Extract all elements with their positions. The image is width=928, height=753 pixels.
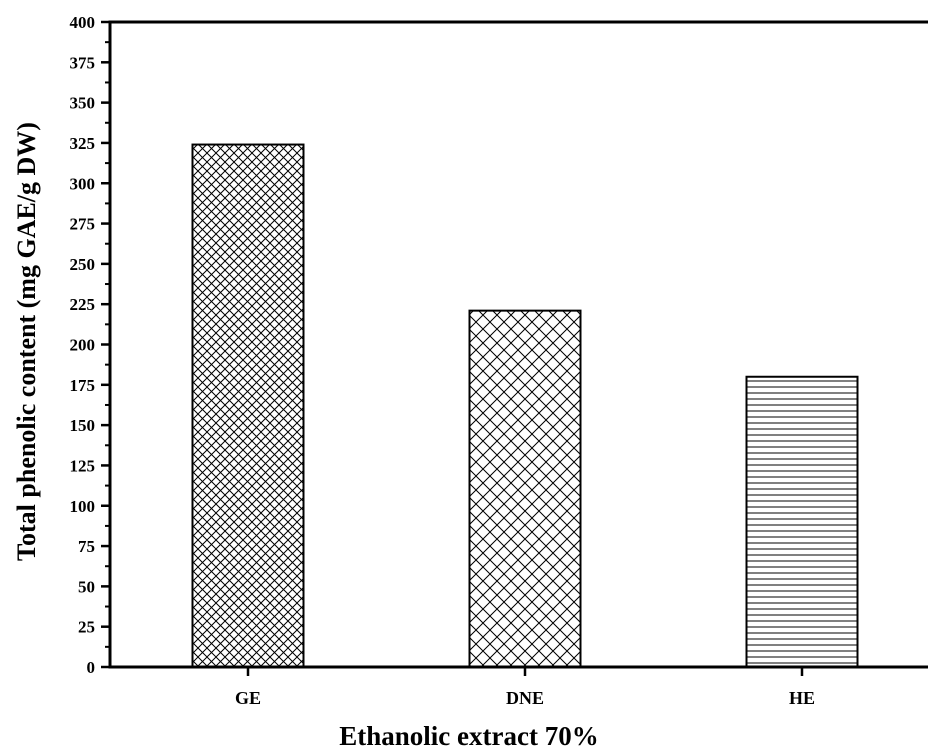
y-tick-label: 275 <box>70 215 96 234</box>
x-axis-label: Ethanolic extract 70% <box>339 721 598 751</box>
y-tick-label: 225 <box>70 295 96 314</box>
y-tick-label: 0 <box>87 658 96 677</box>
y-tick-label: 75 <box>78 537 95 556</box>
y-tick-label: 50 <box>78 577 95 596</box>
x-tick-label: HE <box>789 688 815 708</box>
bar-dne <box>468 309 582 668</box>
x-tick-label: GE <box>235 688 261 708</box>
y-tick-label: 25 <box>78 618 95 637</box>
y-tick-label: 125 <box>70 456 96 475</box>
y-tick-label: 200 <box>70 336 96 355</box>
bar-he <box>745 375 859 668</box>
y-axis-label: Total phenolic content (mg GAE/g DW) <box>12 122 41 561</box>
y-tick-label: 325 <box>70 134 96 153</box>
y-tick-label: 350 <box>70 94 96 113</box>
y-tick-label: 150 <box>70 416 96 435</box>
y-tick-label: 300 <box>70 174 96 193</box>
y-tick-label: 100 <box>70 497 96 516</box>
bar-ge <box>191 143 305 669</box>
y-axis-ticks: 0 25 50 75 100 125 150 175 200 225 250 275 300 325 350… <box>70 13 110 677</box>
y-tick-label: 400 <box>70 13 96 32</box>
y-tick-label: 375 <box>70 53 96 72</box>
y-tick-label: 175 <box>70 376 96 395</box>
bars-layer <box>191 143 859 669</box>
y-tick-label: 250 <box>70 255 96 274</box>
x-tick-label: DNE <box>506 688 544 708</box>
x-axis-ticks: GE DNE HE <box>235 667 815 708</box>
